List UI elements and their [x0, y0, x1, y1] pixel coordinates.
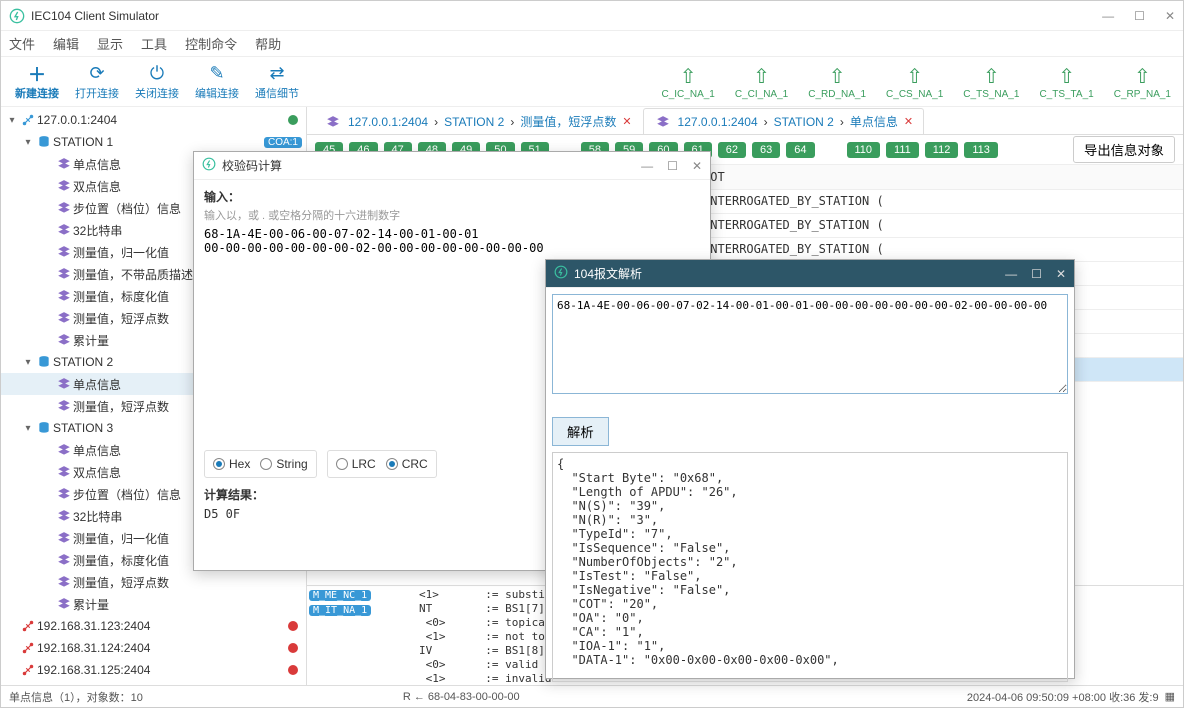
tree-row[interactable]: 192.168.31.125:2404 [1, 659, 306, 681]
parse-icon [554, 265, 568, 282]
tab[interactable]: 127.0.0.1:2404›STATION 2›单点信息✕ [643, 108, 925, 134]
radio-option[interactable]: String [260, 457, 307, 471]
close-icon[interactable]: ✕ [622, 115, 631, 128]
ioa-chip[interactable]: 110 [847, 142, 881, 158]
parse-hscroll[interactable] [552, 397, 1068, 411]
tab[interactable]: 127.0.0.1:2404›STATION 2›测量值，短浮点数✕ [313, 108, 643, 134]
ioa-chip[interactable]: 112 [925, 142, 959, 158]
parse-title: 104报文解析 [574, 265, 642, 282]
tool-button[interactable]: ⟳打开连接 [67, 61, 127, 103]
tree-row[interactable]: ▾127.0.0.1:2404 [1, 109, 306, 131]
command-button[interactable]: ⇧C_RD_NA_1 [802, 62, 872, 102]
ioa-chip[interactable]: 113 [964, 142, 998, 158]
minimize-icon[interactable]: — [1005, 267, 1017, 281]
parse-input[interactable] [552, 294, 1068, 394]
crc-input-label: 输入： [204, 188, 700, 205]
statusbar: 单点信息（1），对象数：10 R ← 68-04-83-00-00-00 202… [1, 685, 1183, 707]
menu-item[interactable]: 文件 [9, 34, 35, 53]
ioa-chip[interactable]: 64 [786, 142, 814, 158]
maximize-icon[interactable]: ☐ [1134, 9, 1145, 23]
ioa-chip[interactable]: 63 [752, 142, 780, 158]
tree-row[interactable]: 累计量 [1, 593, 306, 615]
ioa-chip[interactable]: 111 [886, 142, 919, 158]
app-icon [9, 8, 25, 24]
close-icon[interactable]: ✕ [692, 159, 702, 173]
window-title: IEC104 Client Simulator [31, 9, 1102, 23]
menu-item[interactable]: 编辑 [53, 34, 79, 53]
crc-title: 校验码计算 [222, 157, 282, 174]
radio-option[interactable]: Hex [213, 457, 250, 471]
close-icon[interactable]: ✕ [904, 115, 913, 128]
command-button[interactable]: ⇧C_RP_NA_1 [1108, 62, 1177, 102]
status-right: 2024-04-06 09:50:09 +08:00 收:36 发:9 [967, 689, 1159, 705]
parse-dialog: 104报文解析 — ☐ ✕ 解析 { "Start Byte": "0x68",… [545, 259, 1075, 679]
tabs: 127.0.0.1:2404›STATION 2›测量值，短浮点数✕127.0.… [307, 107, 1183, 135]
titlebar: IEC104 Client Simulator — ☐ ✕ [1, 1, 1183, 31]
maximize-icon[interactable]: ☐ [1031, 267, 1042, 281]
crc-icon [202, 157, 216, 174]
tool-button[interactable]: ⏻关闭连接 [127, 61, 187, 103]
command-button[interactable]: ⇧C_TS_NA_1 [957, 62, 1025, 102]
tree-row[interactable]: ▾STATION 1COA:1 [1, 131, 306, 153]
command-button[interactable]: ⇧C_CI_NA_1 [729, 62, 794, 102]
command-button[interactable]: ⇧C_TS_TA_1 [1033, 62, 1099, 102]
tool-button[interactable]: ⇄通信细节 [247, 61, 307, 103]
menu-item[interactable]: 工具 [141, 34, 167, 53]
ioa-chip[interactable]: 62 [718, 142, 746, 158]
radio-option[interactable]: CRC [386, 457, 428, 471]
toolbar: ＋新建连接⟳打开连接⏻关闭连接✎编辑连接⇄通信细节 ⇧C_IC_NA_1⇧C_C… [1, 57, 1183, 107]
tree-row[interactable]: 测量值，短浮点数 [1, 571, 306, 593]
tree-row[interactable]: 192.168.31.124:2404 [1, 637, 306, 659]
minimize-icon[interactable]: — [641, 159, 653, 173]
tool-button[interactable]: ✎编辑连接 [187, 61, 247, 103]
export-button[interactable]: 导出信息对象 [1073, 136, 1175, 163]
command-button[interactable]: ⇧C_CS_NA_1 [880, 62, 949, 102]
status-mid: R ← 68-04-83-00-00-00 [403, 691, 520, 703]
menu-item[interactable]: 帮助 [255, 34, 281, 53]
parse-output: { "Start Byte": "0x68", "Length of APDU"… [552, 452, 1068, 682]
parse-button[interactable]: 解析 [552, 417, 609, 446]
menu-item[interactable]: 显示 [97, 34, 123, 53]
radio-option[interactable]: LRC [336, 457, 376, 471]
close-icon[interactable]: ✕ [1165, 9, 1175, 23]
menubar: 文件编辑显示工具控制命令帮助 [1, 31, 1183, 57]
tool-button[interactable]: ＋新建连接 [7, 61, 67, 103]
minimize-icon[interactable]: — [1102, 9, 1114, 23]
maximize-icon[interactable]: ☐ [667, 159, 678, 173]
crc-input-hint: 输入以，或 . 或空格分隔的十六进制数字 [204, 207, 700, 223]
menu-item[interactable]: 控制命令 [185, 34, 237, 53]
status-left: 单点信息（1），对象数：10 [9, 689, 143, 705]
close-icon[interactable]: ✕ [1056, 267, 1066, 281]
command-button[interactable]: ⇧C_IC_NA_1 [656, 62, 721, 102]
tree-row[interactable]: 192.168.31.123:2404 [1, 615, 306, 637]
